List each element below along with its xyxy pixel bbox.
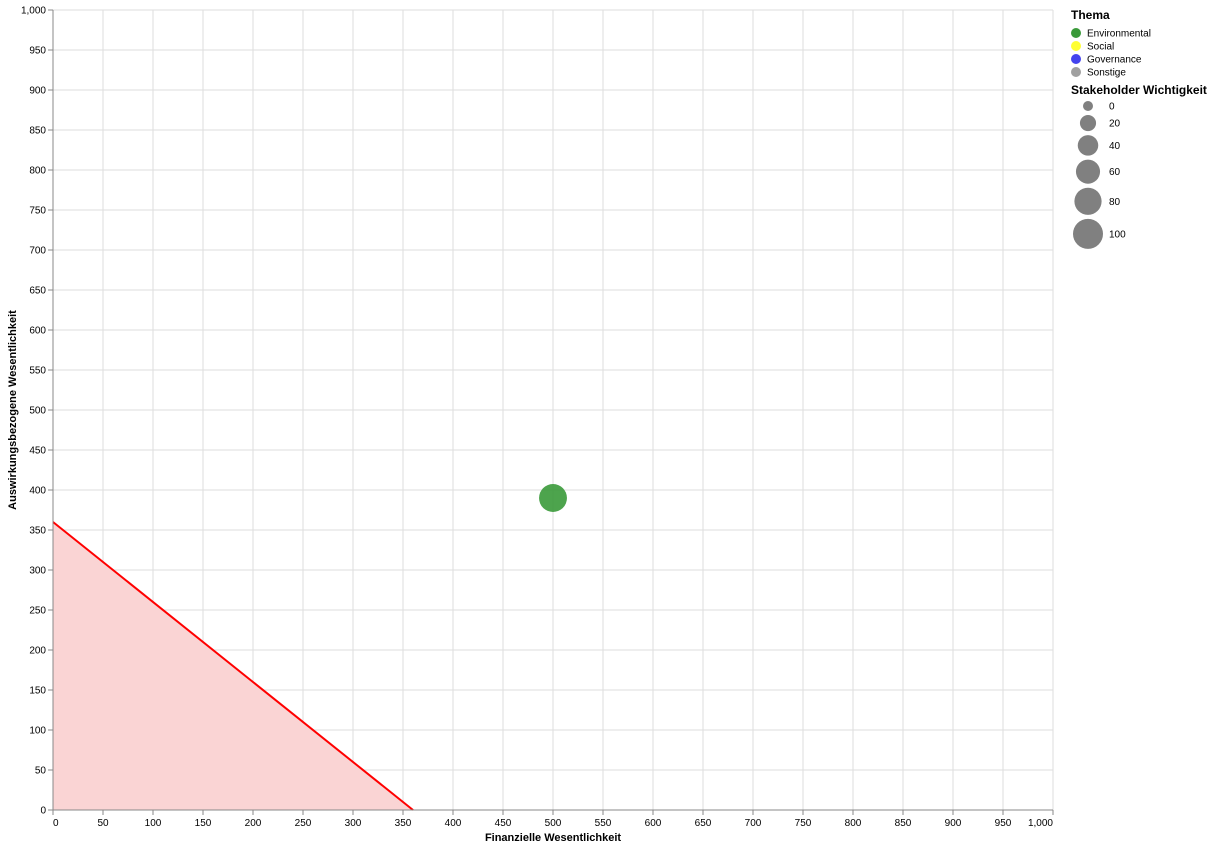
legend: Thema Environmental Social Governance Sonst… [1071, 8, 1207, 249]
x-tick-label: 700 [745, 818, 762, 829]
legend-size-label: 60 [1109, 167, 1121, 178]
legend-size-label: 0 [1109, 102, 1115, 113]
legend-size-swatch [1083, 101, 1093, 111]
legend-size-label: 40 [1109, 141, 1121, 152]
y-tick-label: 600 [29, 326, 46, 337]
y-tick-label: 950 [29, 46, 46, 57]
legend-color-swatch [1071, 41, 1081, 51]
legend-color-swatch [1071, 67, 1081, 77]
y-tick-label: 900 [29, 86, 46, 97]
x-tick-label: 600 [645, 818, 662, 829]
y-tick-label: 400 [29, 486, 46, 497]
legend-size-swatch [1079, 115, 1097, 132]
legend-size-label: 100 [1109, 229, 1126, 240]
x-tick-label: 150 [195, 818, 212, 829]
y-tick-label: 300 [29, 566, 46, 577]
data-point[interactable] [539, 484, 567, 512]
y-tick-label: 200 [29, 646, 46, 657]
x-tick-label: 250 [295, 818, 312, 829]
y-tick-label: 450 [29, 446, 46, 457]
x-tick-label: 900 [945, 818, 962, 829]
legend-color-label: Sonstige [1087, 68, 1126, 79]
legend-color-label: Environmental [1087, 29, 1151, 40]
x-tick-label: 350 [395, 818, 412, 829]
legend-size-items: 0 20 40 60 80 100 [1073, 101, 1126, 249]
x-tick-label: 850 [895, 818, 912, 829]
y-tick-label: 500 [29, 406, 46, 417]
y-axis-title: Auswirkungsbezogene Wesentlichkeit [7, 310, 19, 510]
x-tick-label: 800 [845, 818, 862, 829]
x-tick-label: 550 [595, 818, 612, 829]
legend-color-items: Environmental Social Governance Sonstige [1071, 28, 1151, 79]
x-tick-label: 750 [795, 818, 812, 829]
threshold-line [52, 521, 414, 811]
y-tick-label: 0 [40, 806, 46, 817]
legend-size-swatch [1077, 135, 1099, 156]
x-tick-label: 650 [695, 818, 712, 829]
grid [52, 9, 1054, 811]
x-tick-label: 200 [245, 818, 262, 829]
y-tick-label: 150 [29, 686, 46, 697]
y-tick-label: 350 [29, 526, 46, 537]
legend-color-label: Social [1087, 42, 1114, 53]
y-tick-label: 50 [35, 766, 47, 777]
threshold-area-layer [52, 521, 414, 811]
axes: 0 50 100 150 200 250 300 350 400 450 500 550 600 650 7… [21, 6, 1054, 829]
x-tick-label: 50 [97, 818, 109, 829]
legend-color-title: Thema [1071, 8, 1110, 22]
legend-size-label: 80 [1109, 197, 1121, 208]
x-tick-label: 400 [445, 818, 462, 829]
x-tick-label: 0 [53, 818, 59, 829]
legend-color-swatch [1071, 28, 1081, 38]
data-points [539, 484, 567, 512]
x-tick-label: 100 [145, 818, 162, 829]
x-tick-label: 500 [545, 818, 562, 829]
legend-size-swatch [1075, 159, 1101, 184]
x-tick-label: 950 [995, 818, 1012, 829]
legend-size-label: 20 [1109, 119, 1121, 130]
y-tick-label: 100 [29, 726, 46, 737]
y-tick-label: 700 [29, 246, 46, 257]
y-tick-label: 550 [29, 366, 46, 377]
x-tick-label: 300 [345, 818, 362, 829]
legend-color-label: Governance [1087, 55, 1142, 66]
y-tick-label: 800 [29, 166, 46, 177]
legend-size-swatch [1073, 218, 1103, 249]
legend-size-swatch [1074, 187, 1102, 215]
x-tick-label: 1,000 [1028, 818, 1053, 829]
x-axis-title: Finanzielle Wesentlichkeit [485, 832, 621, 844]
y-tick-label: 1,000 [21, 6, 46, 17]
legend-color-swatch [1071, 54, 1081, 64]
x-tick-label: 450 [495, 818, 512, 829]
y-tick-label: 650 [29, 286, 46, 297]
legend-size-title: Stakeholder Wichtigkeit [1071, 83, 1207, 97]
y-tick-label: 850 [29, 126, 46, 137]
y-tick-label: 750 [29, 206, 46, 217]
y-tick-label: 250 [29, 606, 46, 617]
